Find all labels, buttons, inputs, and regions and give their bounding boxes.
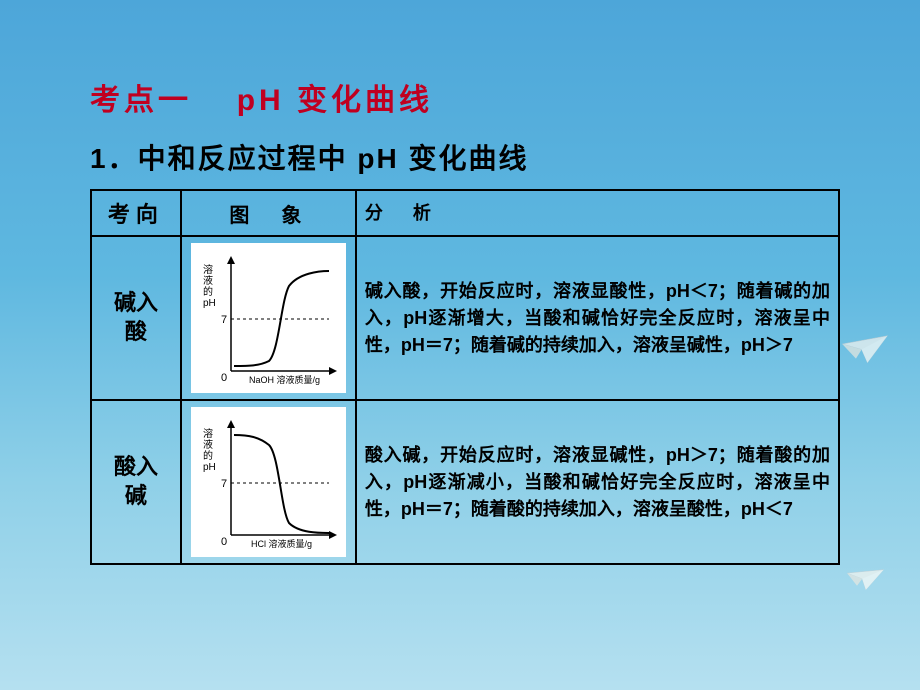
origin-label: 0	[221, 536, 227, 548]
table-header-row: 考向 图 象 分 析	[91, 190, 839, 236]
chart-falling: 溶 液 的 pH 7 0 HCl 溶液质量/g	[191, 407, 346, 557]
header-col3: 分 析	[356, 190, 839, 236]
svg-text:的: 的	[203, 285, 213, 298]
content-table: 考向 图 象 分 析 碱入酸 溶 液	[90, 189, 840, 565]
ytick-label: 7	[221, 314, 227, 326]
subtitle: 1．中和反应过程中 pH 变化曲线	[90, 137, 850, 177]
ylabel-text: 溶	[203, 263, 213, 276]
row-label-text: 酸入碱	[114, 453, 158, 510]
svg-text:pH: pH	[203, 462, 216, 473]
table-row: 碱入酸 溶 液 的 pH 7 0	[91, 236, 839, 400]
svg-text:液: 液	[203, 274, 213, 287]
header-col2: 图 象	[181, 190, 356, 236]
section-title: 考点一 pH 变化曲线	[90, 75, 850, 119]
title-suffix: pH 变化曲线	[237, 84, 433, 117]
title-prefix: 考点一	[90, 84, 192, 117]
row-label-text: 碱入酸	[114, 289, 158, 346]
svg-text:pH: pH	[203, 298, 216, 309]
row1-label: 碱入酸	[91, 236, 181, 400]
svg-text:溶: 溶	[203, 427, 213, 440]
xlabel-text: NaOH 溶液质量/g	[249, 374, 320, 385]
svg-text:的: 的	[203, 449, 213, 462]
svg-text:液: 液	[203, 438, 213, 451]
header-col1: 考向	[91, 190, 181, 236]
row2-label: 酸入碱	[91, 400, 181, 564]
chart-rising: 溶 液 的 pH 7 0 NaOH 溶液质量/g	[191, 243, 346, 393]
row1-analysis: 碱入酸，开始反应时，溶液显酸性，pH＜7；随着碱的加入，pH逐渐增大，当酸和碱恰…	[356, 236, 839, 400]
xlabel-text: HCl 溶液质量/g	[251, 538, 312, 549]
row2-analysis: 酸入碱，开始反应时，溶液显碱性，pH＞7；随着酸的加入，pH逐渐减小，当酸和碱恰…	[356, 400, 839, 564]
row2-chart-cell: 溶 液 的 pH 7 0 HCl 溶液质量/g	[181, 400, 356, 564]
table-row: 酸入碱 溶 液 的 pH 7 0	[91, 400, 839, 564]
row1-chart-cell: 溶 液 的 pH 7 0 NaOH 溶液质量/g	[181, 236, 356, 400]
ytick-label: 7	[221, 478, 227, 490]
origin-label: 0	[221, 372, 227, 384]
